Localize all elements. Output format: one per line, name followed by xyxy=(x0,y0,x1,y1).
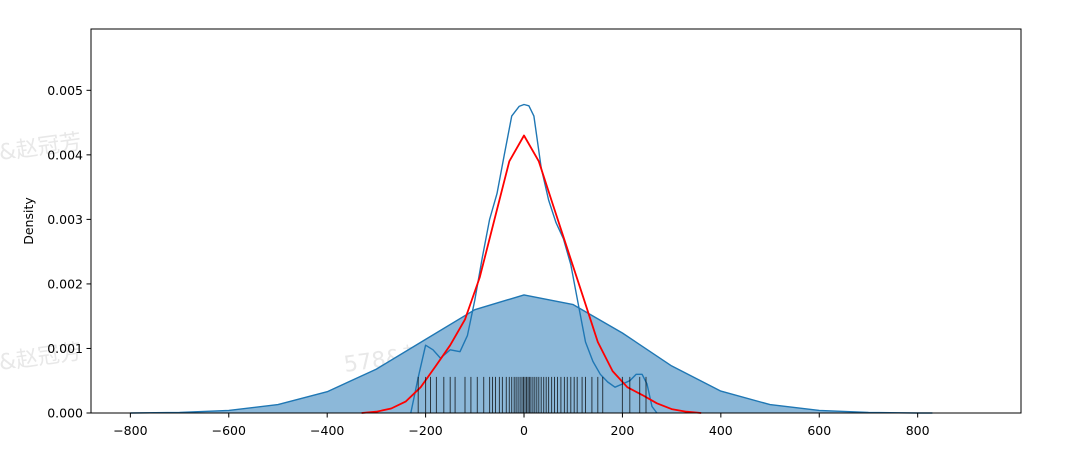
y-axis-title: Density xyxy=(21,197,36,245)
y-tick-label: 0.004 xyxy=(47,147,83,162)
y-tick-label: 0.001 xyxy=(47,341,83,356)
kde-fill-area xyxy=(130,294,933,413)
plot-frame xyxy=(90,28,1022,414)
x-tick-label: −600 xyxy=(212,423,246,438)
y-axis: 0.000 0.001 0.002 0.003 0.004 0.005 xyxy=(47,83,91,421)
x-tick-label: 0 xyxy=(520,423,528,438)
y-tick-label: 0.000 xyxy=(47,406,83,421)
series-layer xyxy=(130,103,933,414)
y-tick-label: 0.003 xyxy=(47,212,83,227)
x-tick-label: −800 xyxy=(113,423,147,438)
x-tick-label: 200 xyxy=(610,423,634,438)
x-tick-label: 600 xyxy=(807,423,831,438)
y-tick-label: 0.005 xyxy=(47,83,83,98)
x-tick-label: −400 xyxy=(310,423,344,438)
kde-line-0 xyxy=(130,294,933,414)
rug-layer xyxy=(417,376,647,413)
x-tick-label: 800 xyxy=(906,423,930,438)
x-tick-label: −200 xyxy=(408,423,442,438)
y-tick-label: 0.002 xyxy=(47,276,83,291)
x-axis: −800 −600 −400 −200 0 200 400 600 800 xyxy=(113,413,930,438)
x-tick-label: 400 xyxy=(709,423,733,438)
